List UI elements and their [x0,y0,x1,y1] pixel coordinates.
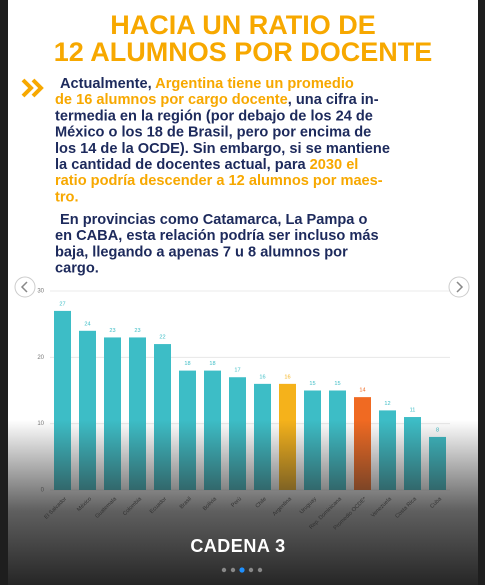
value-label: 16 [284,374,290,380]
brand-logo: CADENA 3 [190,536,285,556]
text-segment: la cantidad de docentes actual, para [55,157,310,173]
carousel-dots [221,567,263,573]
y-tick-label: 30 [37,289,44,295]
carousel-next[interactable] [448,276,470,298]
text-segment: Argentina tiene un promedio [155,76,354,92]
paragraph-line: México o los 18 de Brasil, pero por enci… [55,124,371,140]
paragraph-line: ratio podría descender a 12 alumnos por … [55,173,383,189]
value-label: 15 [334,381,340,387]
text-segment: México o los 18 de Brasil, pero por enci… [55,124,371,140]
paragraph-line: En provincias como Catamarca, La Pampa o [60,212,367,228]
value-label: 18 [209,361,215,367]
text-segment: de 16 alumnos por cargo docente [55,92,288,108]
text-segment: , una cifra in- [288,92,379,108]
value-label: 27 [59,301,65,307]
text-segment: tro. [55,189,79,205]
value-label: 23 [109,328,115,334]
value-label: 15 [309,381,315,387]
text-segment: ratio podría descender a 12 alumnos por … [55,173,383,189]
value-label: 24 [84,321,90,327]
paragraph-line: los 14 de la OCDE). Sin embargo, si se m… [55,141,390,157]
value-label: 11 [410,408,416,414]
paragraph-line: en CABA, esta relación podría ser inclus… [55,228,379,244]
value-label: 22 [159,335,165,341]
text-segment: baja, llegando a apenas 7 u 8 alumnos po… [55,244,348,260]
text-segment: los 14 de la OCDE). Sin embargo, si se m… [55,141,390,157]
paragraph-line: cargo. [55,260,99,276]
title-line: HACIA UN RATIO DE [110,10,376,40]
title-line: 12 ALUMNOS POR DOCENTE [54,37,433,67]
text-segment: En provincias como Catamarca, La Pampa o [60,212,367,228]
chevron-icon [21,78,44,98]
value-label: 23 [134,328,140,334]
text-segment: 2030 el [310,157,359,173]
y-tick-label: 20 [37,355,44,361]
carousel-prev[interactable] [14,276,36,298]
text-segment: termedia en la región (por debajo de los… [55,108,373,124]
value-label: 14 [359,388,365,394]
paragraph-line: tro. [55,189,79,205]
paragraph-line: Actualmente, Argentina tiene un promedio [60,76,354,92]
value-label: 17 [234,368,240,374]
value-label: 16 [259,374,265,380]
paragraph-line: de 16 alumnos por cargo docente, una cif… [55,92,379,108]
text-segment: Actualmente, [60,76,155,92]
value-label: 18 [184,361,190,367]
paragraph-line: baja, llegando a apenas 7 u 8 alumnos po… [55,244,348,260]
paragraph-line: la cantidad de docentes actual, para 203… [55,157,358,173]
paragraph-line: termedia en la región (por debajo de los… [55,108,373,124]
value-label: 12 [384,401,390,407]
text-segment: cargo. [55,260,99,276]
bottom-fade [8,420,478,585]
text-segment: en CABA, esta relación podría ser inclus… [55,228,379,244]
